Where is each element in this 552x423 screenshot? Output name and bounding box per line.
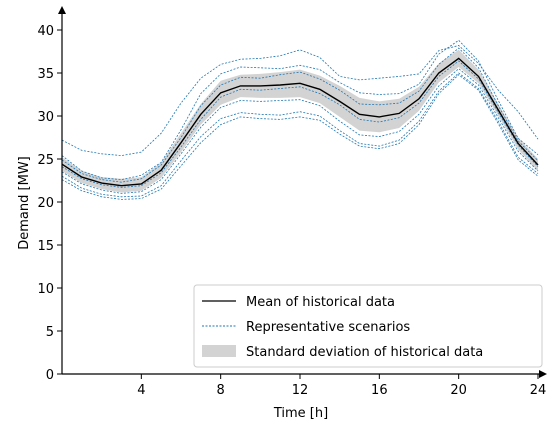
std-band-layer bbox=[62, 49, 538, 193]
y-tick-label-30: 30 bbox=[37, 110, 54, 125]
x-axis-label: Time [h] bbox=[273, 406, 328, 421]
y-tick-label-20: 20 bbox=[37, 196, 54, 211]
scenario-line-2 bbox=[61, 39, 539, 181]
x-tick-label-4: 4 bbox=[137, 383, 145, 398]
x-tick-label-16: 16 bbox=[371, 383, 388, 398]
scenario-line-1 bbox=[61, 45, 539, 157]
x-tick-label-12: 12 bbox=[292, 383, 309, 398]
legend-std-swatch bbox=[202, 345, 236, 357]
x-tick-label-24: 24 bbox=[530, 383, 547, 398]
y-tick-label-5: 5 bbox=[46, 325, 54, 340]
ticks-layer: 0 5 10 15 20 25 30 35 40 4 8 12 16 20 24 bbox=[37, 24, 546, 398]
y-tick-label-10: 10 bbox=[37, 282, 54, 297]
scenario-line-4 bbox=[61, 60, 539, 188]
y-axis-label: Demand [MW] bbox=[17, 156, 32, 249]
y-axis-arrow bbox=[58, 6, 66, 14]
legend-box bbox=[193, 284, 543, 368]
scenario-layer bbox=[61, 39, 539, 200]
x-tick-label-20: 20 bbox=[450, 383, 467, 398]
legend-mean-label: Mean of historical data bbox=[246, 295, 395, 310]
legend-scenarios-label: Representative scenarios bbox=[246, 320, 410, 335]
y-tick-label-25: 25 bbox=[37, 153, 54, 168]
y-tick-label-40: 40 bbox=[37, 24, 54, 39]
scenario-line-5 bbox=[61, 68, 539, 194]
scenario-line-7 bbox=[61, 74, 539, 200]
mean-line bbox=[61, 57, 539, 187]
y-tick-label-0: 0 bbox=[46, 368, 54, 383]
legend: Mean of historical data Representative s… bbox=[193, 284, 543, 368]
std-deviation-band bbox=[62, 49, 538, 193]
y-tick-label-15: 15 bbox=[37, 239, 54, 254]
scenario-line-3 bbox=[61, 47, 539, 183]
x-tick-label-8: 8 bbox=[217, 383, 225, 398]
legend-std-label: Standard deviation of historical data bbox=[246, 345, 483, 360]
scenario-line-6 bbox=[61, 72, 539, 198]
x-axis-arrow bbox=[539, 370, 547, 378]
mean-layer bbox=[61, 57, 539, 187]
y-tick-label-35: 35 bbox=[37, 67, 54, 82]
axes-layer bbox=[58, 6, 547, 378]
